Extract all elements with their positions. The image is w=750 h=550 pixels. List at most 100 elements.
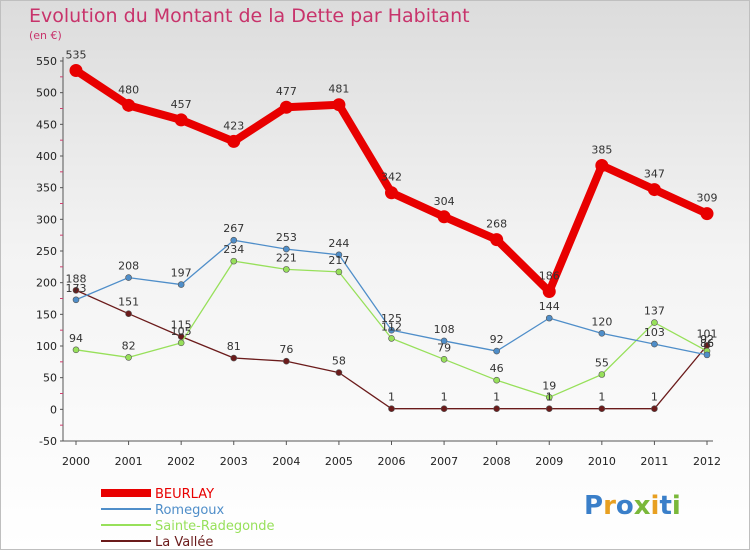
- data-label: 86: [700, 337, 714, 350]
- x-tick-label: 2002: [167, 455, 195, 468]
- data-label: 101: [697, 327, 718, 340]
- data-label: 151: [118, 296, 139, 309]
- series-romegoux: [72, 236, 711, 359]
- data-point: [598, 371, 606, 378]
- chart-unit-label: (en €): [29, 29, 62, 42]
- y-tick-label: 50: [43, 372, 57, 385]
- data-label: 385: [591, 144, 612, 157]
- x-tick-label: 2011: [640, 455, 668, 468]
- data-point: [490, 233, 504, 247]
- data-point: [177, 281, 185, 288]
- data-point: [651, 405, 658, 413]
- data-label: 103: [644, 326, 665, 339]
- logo-letter: x: [633, 491, 651, 521]
- data-label: 144: [539, 300, 560, 313]
- data-point: [598, 330, 606, 337]
- data-label: 253: [276, 231, 297, 244]
- data-label: 94: [69, 332, 83, 345]
- x-tick-label: 2010: [588, 455, 616, 468]
- data-point: [177, 333, 185, 340]
- data-point: [72, 296, 80, 304]
- data-point: [72, 346, 80, 354]
- data-point: [700, 207, 714, 221]
- data-label: 81: [227, 340, 241, 353]
- data-point: [335, 369, 343, 376]
- data-label: 268: [486, 218, 507, 231]
- data-label: 457: [171, 98, 192, 111]
- data-label: 304: [434, 195, 455, 208]
- data-label: 244: [328, 237, 349, 250]
- chart-title: Evolution du Montant de la Dette par Hab…: [29, 5, 470, 27]
- data-label: 234: [223, 243, 244, 256]
- data-point: [598, 405, 606, 413]
- data-point: [493, 405, 500, 413]
- series-la-vall-e: [72, 286, 711, 413]
- logo-letter: i: [650, 491, 660, 521]
- data-label: 79: [437, 341, 451, 354]
- y-tick-label: 450: [36, 118, 57, 131]
- data-label: 112: [381, 320, 402, 333]
- data-point: [440, 355, 448, 363]
- data-point: [595, 159, 609, 172]
- logo-letter: r: [603, 491, 616, 521]
- data-label: 125: [381, 312, 402, 325]
- data-label: 309: [697, 192, 718, 205]
- logo-letter: P: [584, 491, 604, 521]
- data-point: [388, 326, 395, 334]
- data-point: [230, 257, 238, 265]
- y-tick-label: 150: [36, 308, 57, 321]
- data-point: [125, 310, 132, 318]
- data-label: 188: [66, 272, 87, 285]
- data-label: 137: [644, 305, 665, 318]
- data-point: [230, 236, 238, 244]
- data-point: [545, 405, 553, 413]
- y-tick-label: 300: [36, 213, 57, 226]
- data-point: [651, 319, 658, 326]
- data-label: 92: [700, 333, 714, 346]
- data-point: [125, 354, 132, 361]
- data-point: [122, 98, 136, 112]
- data-point: [437, 210, 451, 224]
- data-point: [647, 183, 661, 197]
- data-label: 481: [328, 83, 349, 96]
- x-tick-label: 2004: [272, 455, 300, 468]
- data-point: [69, 64, 83, 77]
- proxiti-logo: Proxiti: [584, 491, 681, 521]
- y-tick-label: 0: [50, 403, 57, 416]
- y-tick-label: 200: [36, 277, 57, 290]
- logo-letter: o: [615, 491, 634, 521]
- data-point: [385, 186, 398, 200]
- series-beurlay: [69, 64, 714, 299]
- y-tick-label: 100: [36, 340, 57, 353]
- legend-label: La Vallée: [155, 535, 213, 550]
- data-point: [388, 405, 395, 413]
- x-tick-label: 2001: [115, 455, 143, 468]
- data-label: 221: [276, 251, 297, 264]
- data-label: 342: [381, 171, 402, 184]
- data-label: 120: [591, 315, 612, 328]
- x-tick-label: 2003: [220, 455, 248, 468]
- y-tick-label: 550: [36, 55, 57, 68]
- data-label: 76: [279, 343, 293, 356]
- data-label: 197: [171, 267, 192, 280]
- data-label: 46: [490, 362, 504, 375]
- data-label: 1: [651, 391, 658, 404]
- data-point: [283, 245, 290, 253]
- data-point: [703, 351, 711, 359]
- data-label: 105: [171, 325, 192, 338]
- data-point: [174, 113, 188, 127]
- data-point: [545, 393, 553, 401]
- legend-label: Sainte-Radegonde: [155, 519, 275, 534]
- data-label: 92: [490, 333, 504, 346]
- data-point: [440, 337, 448, 345]
- data-point: [332, 98, 346, 112]
- data-point: [335, 268, 343, 276]
- x-tick-label: 2000: [62, 455, 90, 468]
- data-label: 58: [332, 355, 346, 368]
- data-point: [493, 347, 500, 355]
- data-label: 1: [598, 391, 605, 404]
- data-point: [279, 100, 293, 114]
- data-label: 108: [434, 323, 455, 336]
- x-tick-label: 2012: [693, 455, 721, 468]
